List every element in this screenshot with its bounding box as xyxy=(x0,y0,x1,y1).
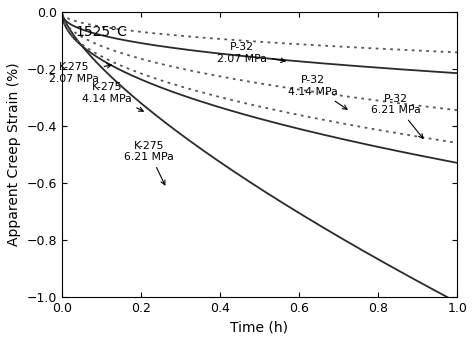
Text: P-32
6.21 MPa: P-32 6.21 MPa xyxy=(371,94,423,138)
Text: 1525°C: 1525°C xyxy=(76,25,128,39)
Y-axis label: Apparent Creep Strain (%): Apparent Creep Strain (%) xyxy=(7,62,21,246)
Text: K-275
4.14 MPa: K-275 4.14 MPa xyxy=(82,82,143,111)
X-axis label: Time (h): Time (h) xyxy=(230,320,289,334)
Text: P-32
4.14 MPa: P-32 4.14 MPa xyxy=(288,75,347,109)
Text: K-275
6.21 MPa: K-275 6.21 MPa xyxy=(124,140,173,185)
Text: K-275
2.07 MPa: K-275 2.07 MPa xyxy=(49,62,111,84)
Text: P-32
2.07 MPa: P-32 2.07 MPa xyxy=(217,42,285,64)
